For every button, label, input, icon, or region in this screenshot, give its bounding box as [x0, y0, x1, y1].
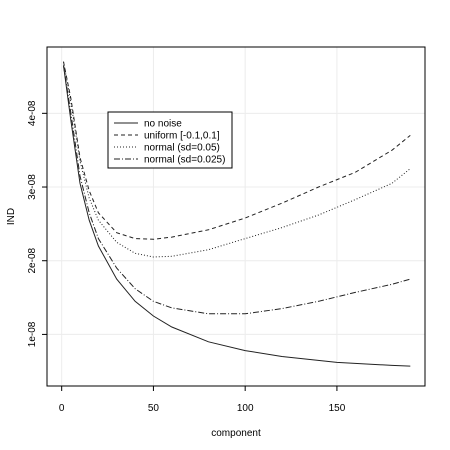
y-axis-label: IND [6, 208, 17, 225]
y-tick-label: 2e-08 [27, 247, 38, 273]
axes: 0 50 100 150 1e-08 2e-08 3e-08 4e-08 [27, 100, 346, 414]
legend-label: no noise [144, 119, 182, 130]
series-line-1 [63, 61, 411, 240]
series-group [63, 61, 411, 367]
x-axis-label: component [211, 428, 261, 439]
series-line-3 [63, 65, 411, 315]
legend-label: uniform [-0.1,0.1] [144, 131, 220, 142]
legend-label: normal (sd=0.025) [144, 155, 225, 166]
y-tick-label: 1e-08 [27, 321, 38, 347]
y-tick-label: 4e-08 [27, 100, 38, 126]
series-line-0 [63, 65, 411, 367]
grid [47, 47, 425, 386]
y-tick-label: 3e-08 [27, 174, 38, 200]
x-tick-label: 150 [329, 403, 346, 414]
x-tick-label: 50 [148, 403, 160, 414]
x-tick-label: 100 [237, 403, 254, 414]
x-tick-label: 0 [59, 403, 65, 414]
plot-frame [46, 46, 426, 387]
legend-label: normal (sd=0.05) [144, 143, 220, 154]
series-line-2 [63, 61, 411, 258]
